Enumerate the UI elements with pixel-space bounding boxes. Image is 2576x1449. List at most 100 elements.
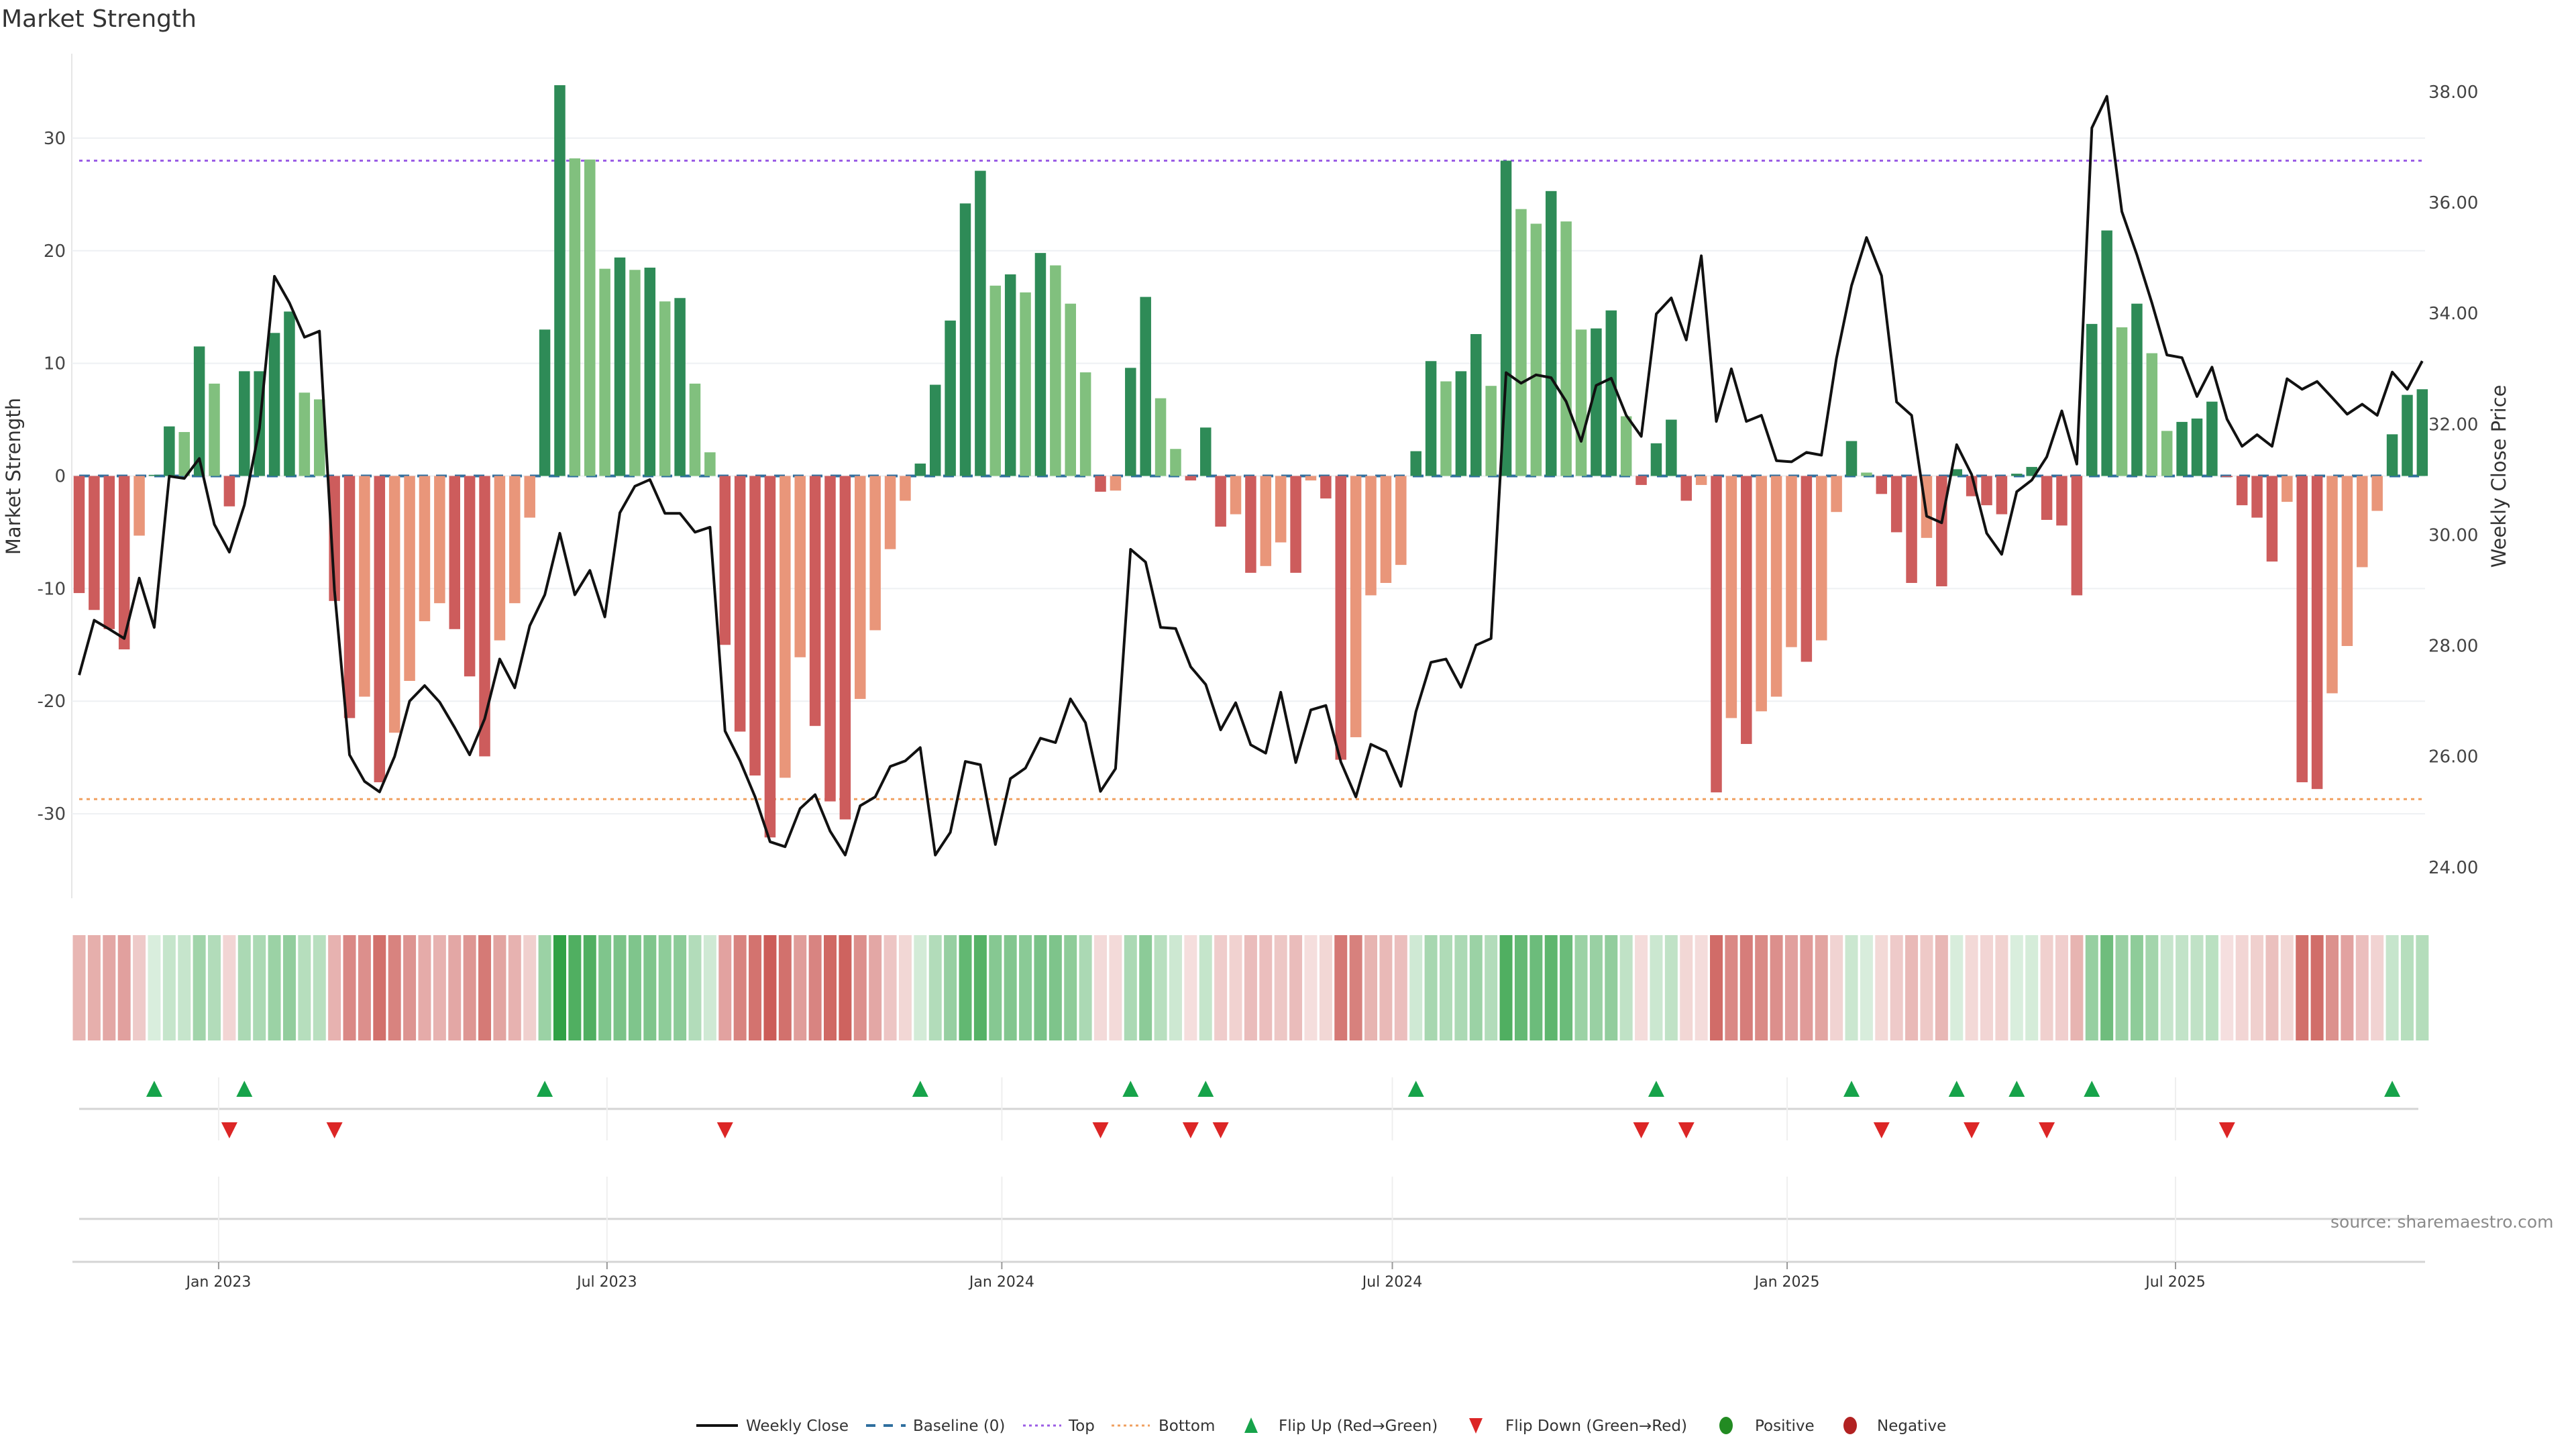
- strength-cell: [1259, 935, 1273, 1040]
- positive-bar: [313, 399, 325, 476]
- strength-cell: [1469, 935, 1483, 1040]
- flip-up-marker: [537, 1081, 553, 1097]
- strength-cell: [1739, 935, 1753, 1040]
- strength-cell: [2010, 935, 2023, 1040]
- strength-cell: [2341, 935, 2354, 1040]
- flip-up-marker: [1407, 1081, 1424, 1097]
- positive-bar: [1530, 223, 1542, 476]
- strength-cell: [508, 935, 521, 1040]
- red-dot-icon: [1843, 1417, 1857, 1434]
- negative-bar: [73, 476, 85, 594]
- strength-cell: [1139, 935, 1152, 1040]
- positive-bar: [614, 257, 626, 476]
- strength-cell: [1454, 935, 1468, 1040]
- flip-down-marker: [1873, 1122, 1890, 1138]
- negative-bar: [1110, 476, 1122, 491]
- strength-cell: [1334, 935, 1348, 1040]
- y2-tick-label: 34.00: [2428, 304, 2478, 324]
- negative-bar: [749, 476, 761, 776]
- strength-cell: [1439, 935, 1452, 1040]
- strength-cell: [1680, 935, 1693, 1040]
- strength-cell: [883, 935, 897, 1040]
- strength-cell: [1920, 935, 1933, 1040]
- negative-bar: [524, 476, 535, 518]
- legend-negative: Negative: [1877, 1417, 1946, 1435]
- positive-bar: [1170, 449, 1181, 476]
- positive-bar: [1425, 361, 1437, 476]
- negative-bar: [2056, 476, 2068, 526]
- positive-bar: [1560, 221, 1572, 476]
- negative-bar: [780, 476, 791, 778]
- strength-cell: [1064, 935, 1077, 1040]
- y2-tick-label: 26.00: [2428, 747, 2478, 767]
- right-axis-title: Weekly Close Price: [2487, 385, 2510, 568]
- legend-positive: Positive: [1755, 1417, 1815, 1435]
- positive-bar: [2101, 230, 2112, 476]
- positive-bar: [2402, 394, 2413, 476]
- positive-bar: [1200, 427, 1212, 476]
- strength-cell: [2100, 935, 2114, 1040]
- positive-bar: [2086, 323, 2098, 476]
- strength-cell: [2265, 935, 2279, 1040]
- flip-down-marker: [1092, 1122, 1109, 1138]
- strength-cell: [1154, 935, 1167, 1040]
- negative-bar: [1635, 476, 1647, 485]
- negative-bar: [824, 476, 836, 802]
- negative-bar: [764, 476, 776, 838]
- strength-cell: [2115, 935, 2129, 1040]
- negative-bar: [343, 476, 356, 718]
- flip-down-marker: [1182, 1122, 1199, 1138]
- flip-down-marker: [1678, 1122, 1695, 1138]
- positive-bar: [914, 464, 926, 476]
- negative-bar: [2296, 476, 2308, 783]
- positive-bar: [1470, 333, 1482, 476]
- negative-bar: [734, 476, 746, 732]
- positive-bar: [164, 426, 175, 476]
- strength-cell: [448, 935, 462, 1040]
- positive-bar: [1650, 443, 1662, 476]
- strength-cell: [568, 935, 582, 1040]
- legend-flip-down: Flip Down (Green→Red): [1505, 1417, 1687, 1435]
- positive-bar: [1951, 469, 1962, 476]
- positive-bar: [584, 159, 596, 476]
- negative-bar: [2282, 476, 2293, 502]
- positive-bar: [2386, 434, 2398, 476]
- negative-bar: [1245, 476, 1256, 573]
- negative-bar: [494, 476, 506, 641]
- strength-cell: [824, 935, 837, 1040]
- strength-cell: [1394, 935, 1407, 1040]
- left-axis-title: Market Strength: [2, 398, 25, 555]
- negative-bar: [1876, 476, 1888, 494]
- y2-tick-label: 32.00: [2428, 415, 2478, 435]
- negative-bar: [1380, 476, 1392, 583]
- positive-bar: [659, 301, 671, 476]
- negative-bar: [1981, 476, 1992, 506]
- flip-down-marker: [716, 1122, 733, 1138]
- negative-bar: [2357, 476, 2368, 568]
- positive-bar: [1575, 329, 1587, 476]
- strength-cell: [1094, 935, 1108, 1040]
- strength-cell: [778, 935, 792, 1040]
- strength-cell: [2355, 935, 2369, 1040]
- strength-cell: [808, 935, 822, 1040]
- strength-cell: [928, 935, 942, 1040]
- strength-cell: [2040, 935, 2053, 1040]
- negative-bar: [223, 476, 235, 506]
- strength-cell: [2235, 935, 2249, 1040]
- positive-bar: [539, 329, 551, 476]
- x-tick-label: Jul 2024: [1361, 1274, 1423, 1291]
- legend-weekly-close: Weekly Close: [746, 1417, 849, 1435]
- x-tick-label: Jan 2024: [968, 1274, 1034, 1291]
- strength-heat-strip: [72, 935, 2429, 1040]
- y-tick-label: -10: [38, 579, 66, 599]
- negative-bar: [103, 476, 115, 629]
- positive-bar: [599, 268, 610, 476]
- strength-cell: [493, 935, 506, 1040]
- negative-bar: [1365, 476, 1377, 596]
- strength-cell: [598, 935, 612, 1040]
- negative-bar: [884, 476, 896, 549]
- negative-bar: [2251, 476, 2263, 518]
- strength-cell: [1544, 935, 1558, 1040]
- negative-bar: [855, 476, 866, 699]
- strength-cell: [1004, 935, 1017, 1040]
